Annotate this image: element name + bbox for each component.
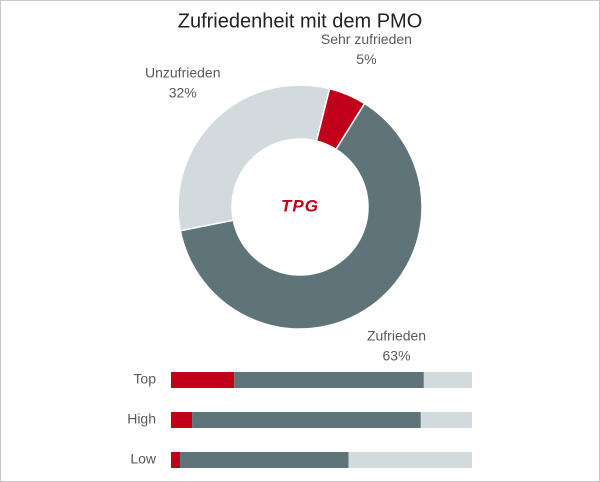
donut-slice [179,102,423,330]
slice-label: Unzufrieden [145,65,221,81]
y-tick-label: Low [130,451,157,467]
slice-label: Sehr zufrieden [321,31,412,47]
y-tick-label: High [127,411,156,427]
y-tick-label: Top [133,371,156,387]
logo: TPG [281,196,319,215]
slice-value-label: 5% [356,51,376,67]
slice-value-label: 63% [383,348,411,364]
bar-segment [234,372,424,388]
chart-title: Zufriedenheit mit dem PMO [178,10,423,32]
bar-segment [171,372,235,388]
bar-segment [192,412,421,428]
bar-segment [423,372,472,388]
bar-segment [171,412,193,428]
slice-value-label: 32% [169,85,197,101]
bar-segment [180,452,349,468]
bar-segment [420,412,472,428]
bar-segment [171,452,181,468]
slice-label: Zufrieden [367,328,426,344]
donut-slice [177,84,331,232]
bar-segment [348,452,472,468]
